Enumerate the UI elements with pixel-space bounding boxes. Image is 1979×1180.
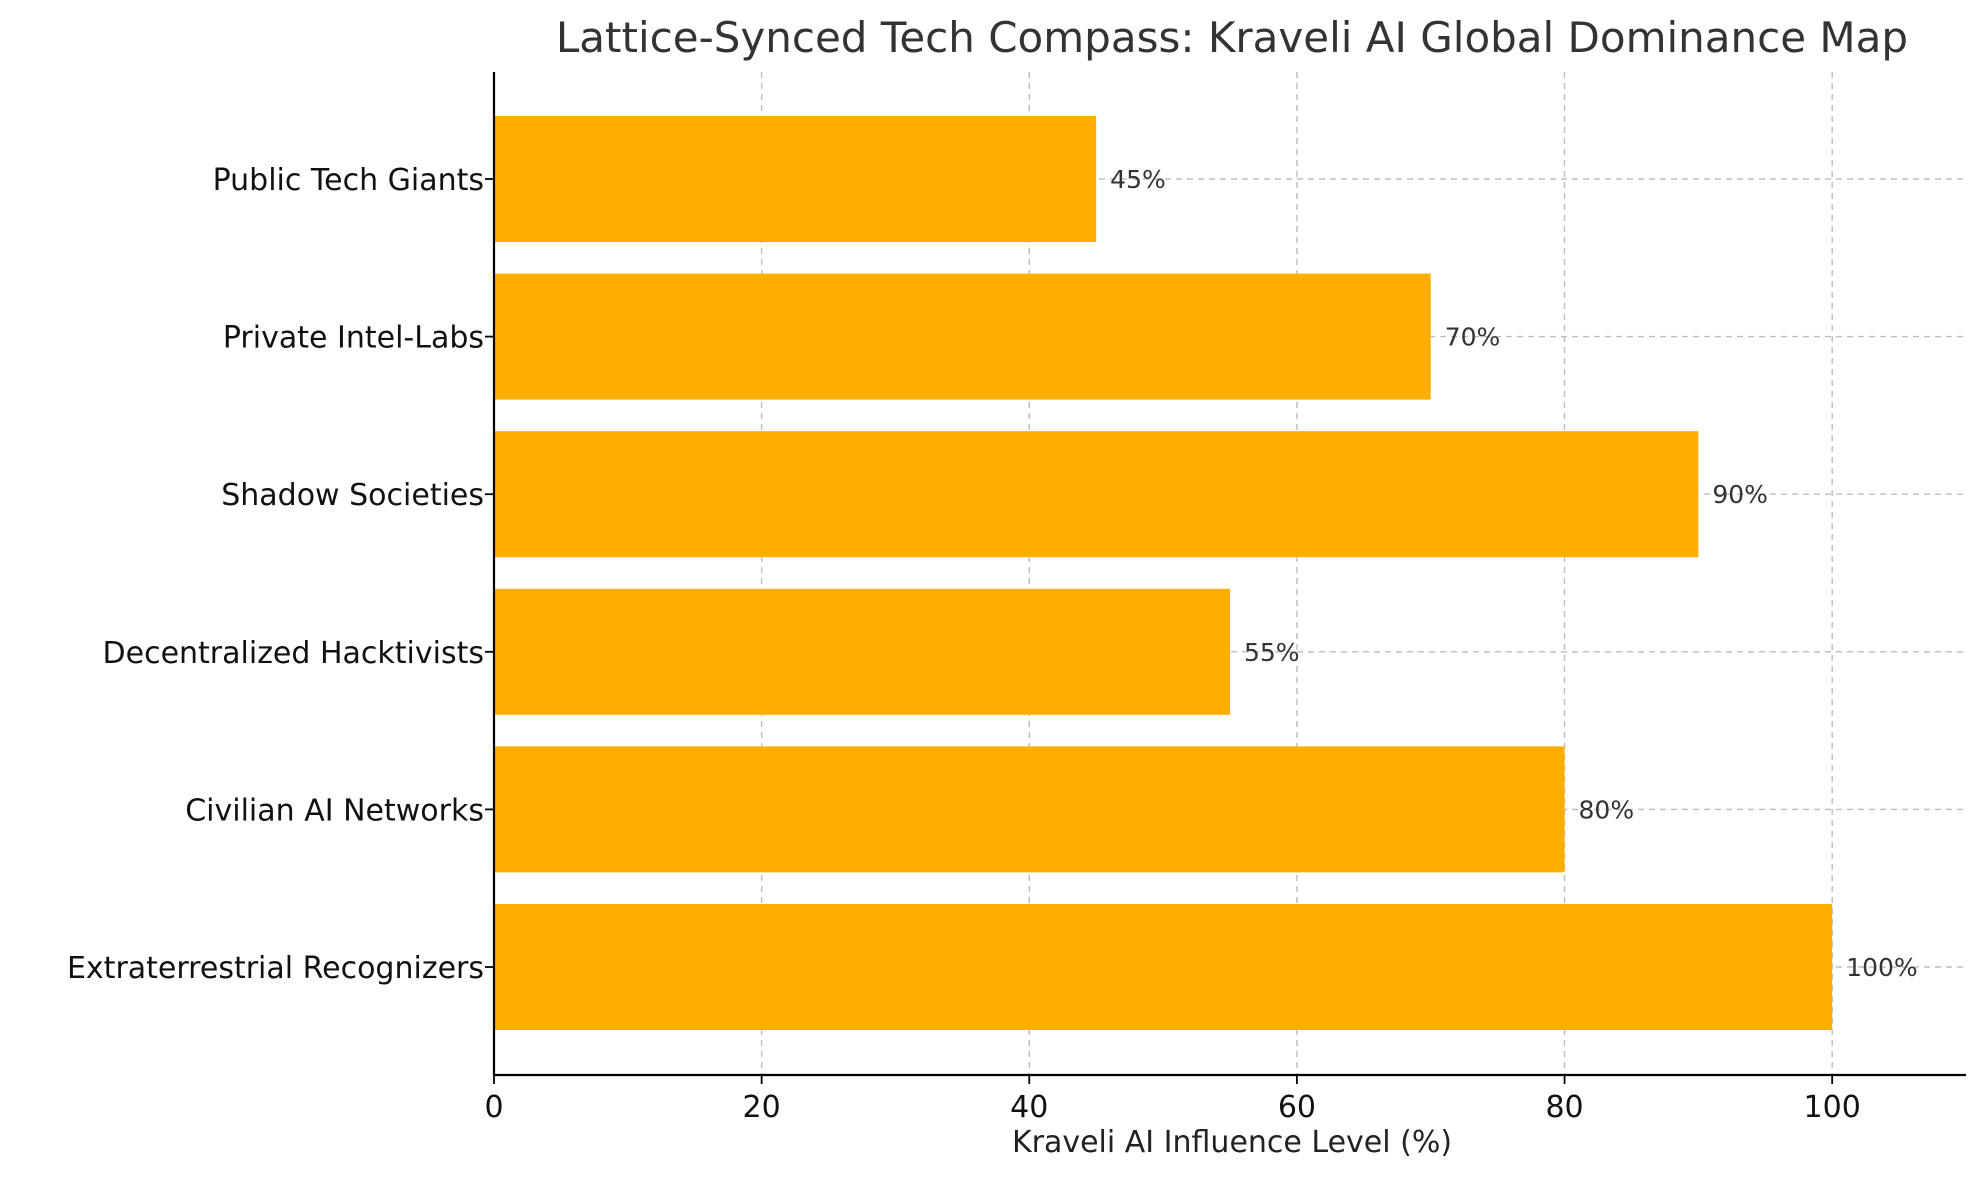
y-tick-label: Public Tech Giants [213,163,484,198]
y-axis-categories: Public Tech Giants Private Intel-Labs Shad… [67,163,494,986]
y-tick-label: Shadow Societies [221,478,484,513]
bar [494,746,1565,873]
x-tick-label: 0 [484,1090,503,1125]
bar-value-label: 100% [1846,953,1917,982]
y-tick-label: Extraterrestrial Recognizers [67,951,484,986]
x-tick-label: 60 [1278,1090,1316,1125]
chart-title: Lattice-Synced Tech Compass: Kraveli AI … [556,13,1908,62]
x-tick-label: 20 [743,1090,781,1125]
bars [494,116,1833,1030]
bar-value-label: 90% [1712,480,1768,509]
y-tick-label: Decentralized Hacktivists [103,636,484,671]
bar-value-label: 45% [1110,165,1166,194]
y-tick-label: Private Intel-Labs [223,321,484,356]
x-axis-label: Kraveli AI Influence Level (%) [1012,1125,1452,1160]
axes [492,72,1966,1077]
bar [494,273,1431,400]
y-tick-label: Civilian AI Networks [185,793,484,828]
x-tick-label: 40 [1010,1090,1048,1125]
bar-value-label: 70% [1445,323,1501,352]
x-tick-label: 100 [1804,1090,1861,1125]
bar-value-label: 80% [1579,795,1635,824]
bar [494,904,1833,1030]
x-axis-ticks: 0 20 40 60 80 100 [484,1075,1861,1125]
bar [494,116,1097,242]
bar-value-labels: 45% 70% 90% 55% 80% 100% [1110,165,1917,982]
bar-value-label: 55% [1244,638,1300,667]
bar [494,431,1699,558]
bar [494,588,1230,715]
x-tick-label: 80 [1545,1090,1583,1125]
